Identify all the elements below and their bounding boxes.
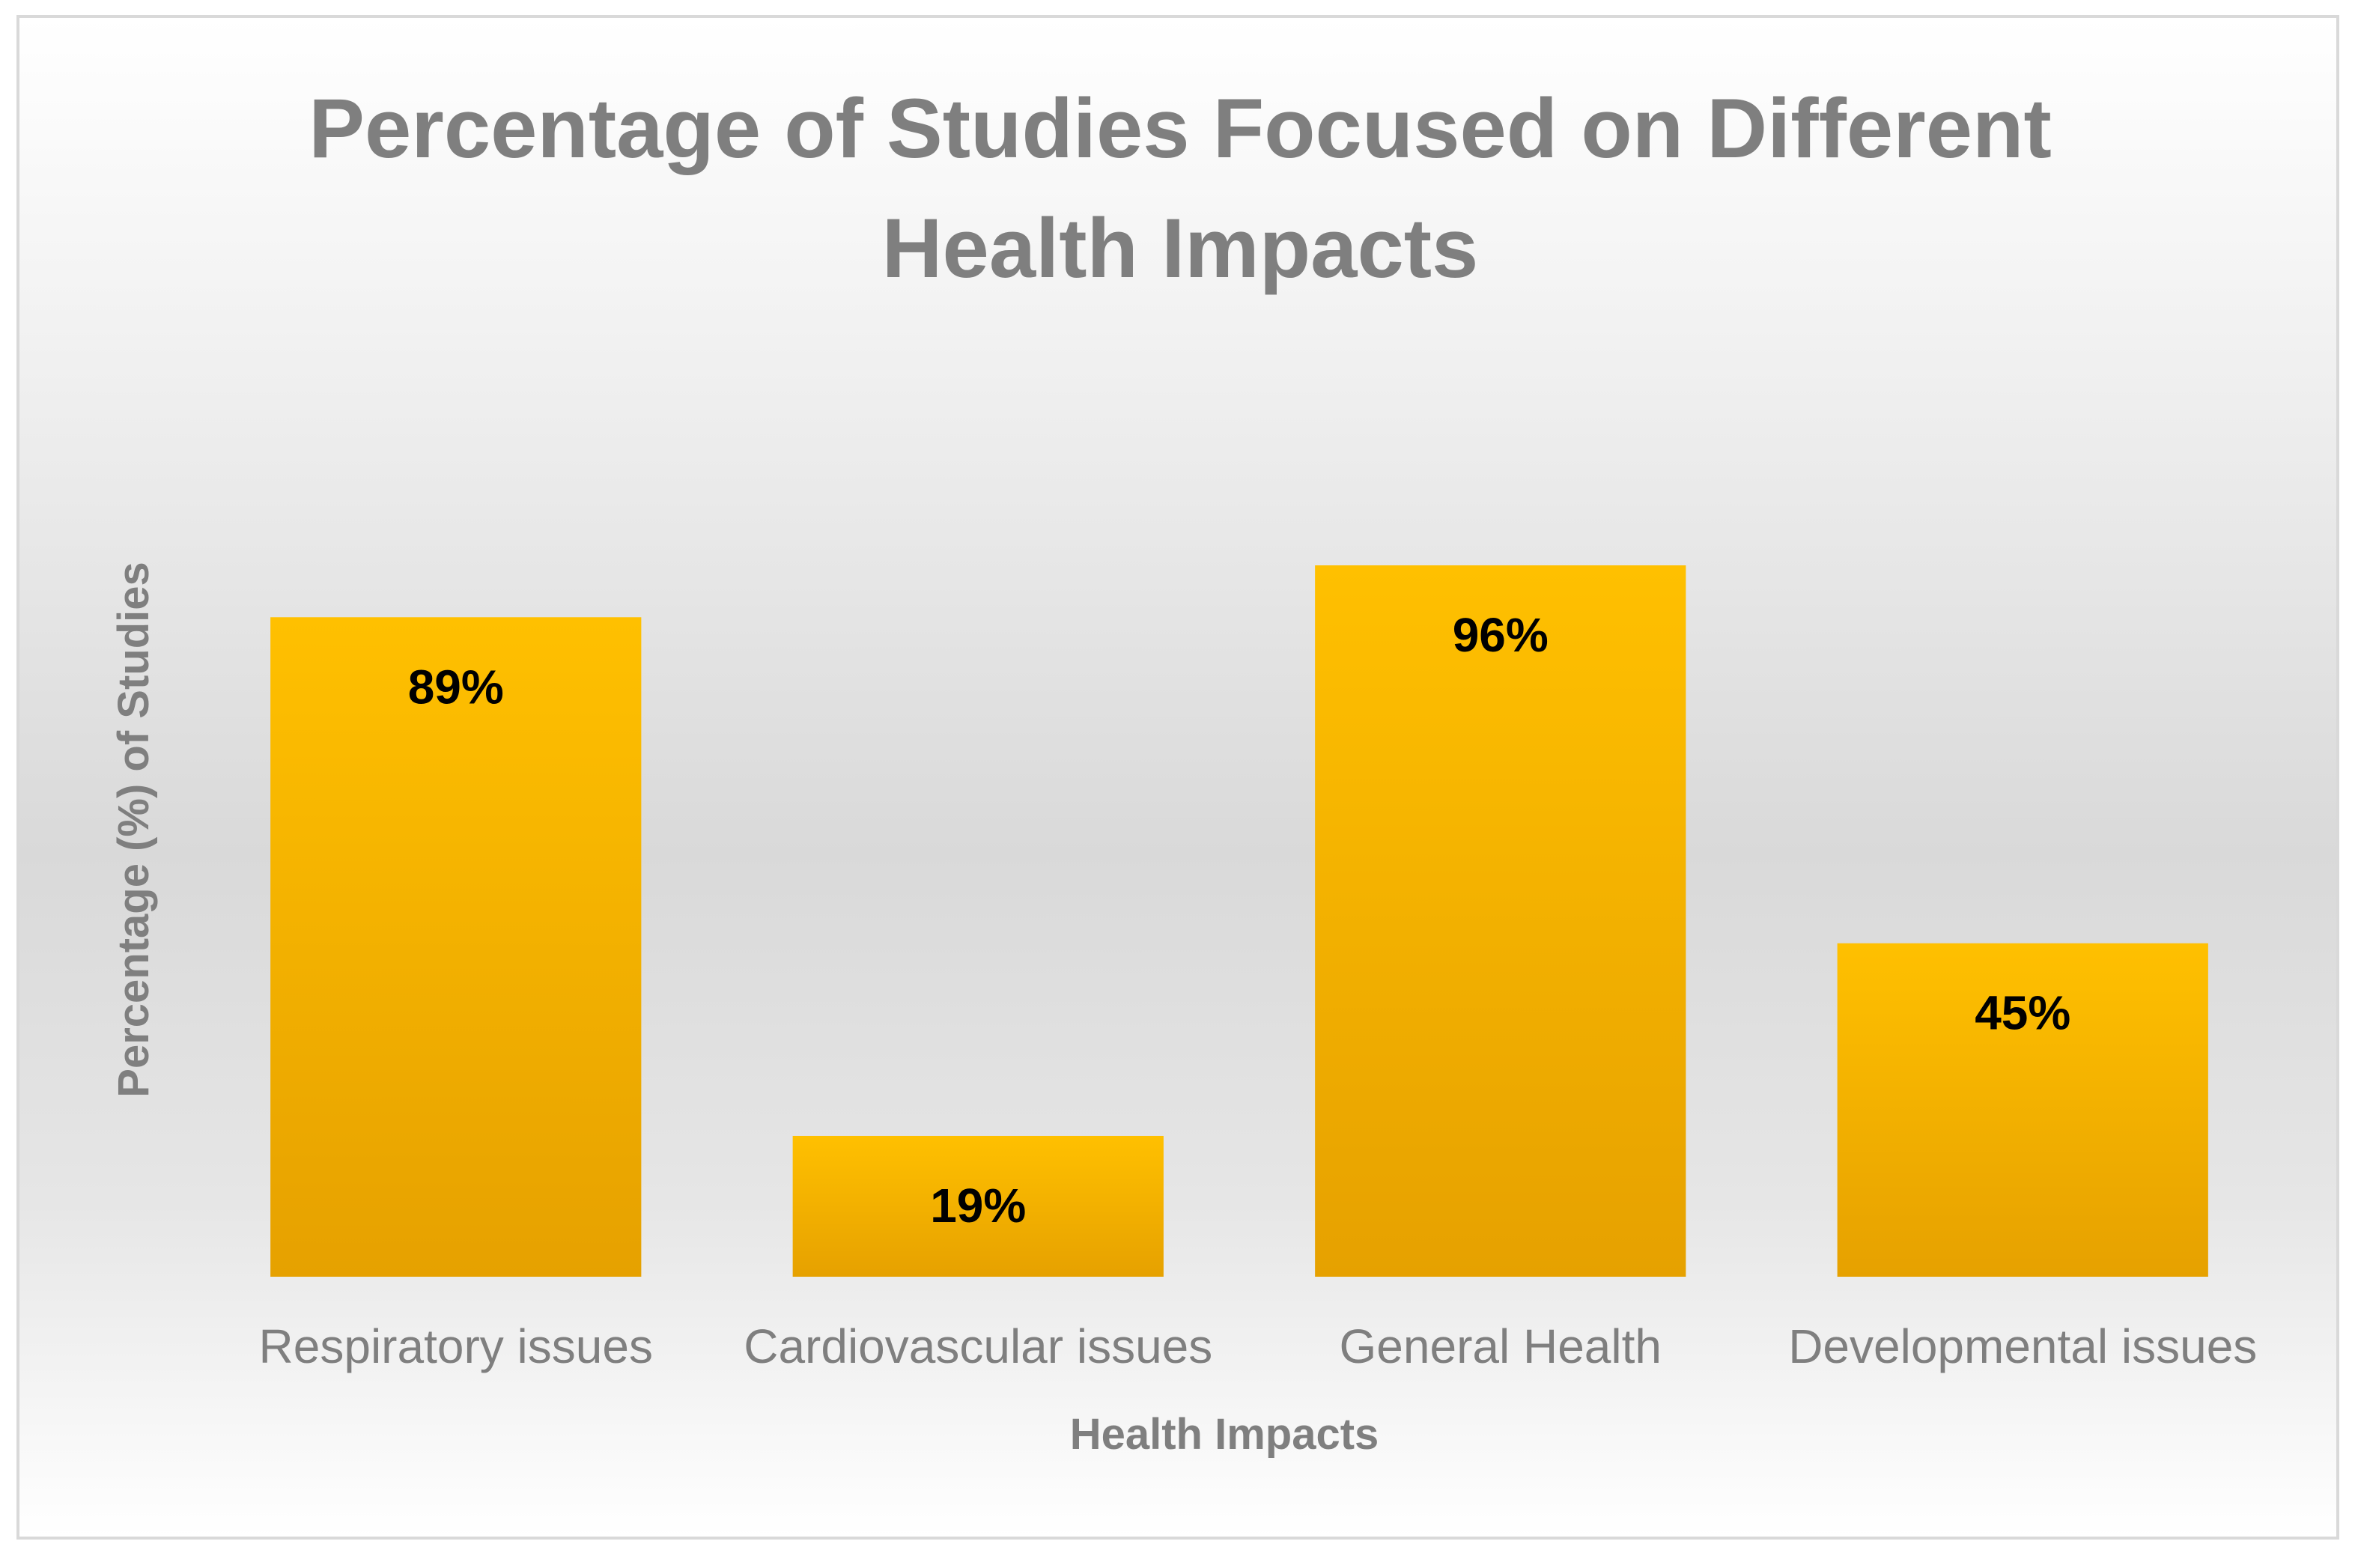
data-label: 19% — [930, 1179, 1026, 1233]
data-label: 96% — [1453, 608, 1549, 662]
x-tick-label: General Health — [1340, 1319, 1662, 1373]
chart-title-line-2: Health Impacts — [882, 201, 1479, 295]
bar-cardiovascular-issues — [792, 1135, 1164, 1277]
x-tick-label: Cardiovascular issues — [744, 1319, 1212, 1373]
data-label: 89% — [408, 660, 504, 714]
x-tick-label: Developmental issues — [1788, 1319, 2257, 1373]
y-axis-title: Percentage (%) of Studies — [109, 562, 158, 1097]
bars-group: 89% Respiratory issues 19% Cardiovascular i… — [259, 565, 2257, 1373]
data-label: 45% — [1975, 986, 2070, 1040]
bar-general-health — [1315, 565, 1686, 1277]
bar-respiratory-issues — [270, 617, 642, 1277]
x-axis-title: Health Impacts — [1070, 1410, 1379, 1459]
bar-developmental-issues — [1837, 943, 2208, 1277]
chart-title-line-1: Percentage of Studies Focused on Differe… — [309, 82, 2052, 175]
x-tick-label: Respiratory issues — [259, 1319, 653, 1373]
